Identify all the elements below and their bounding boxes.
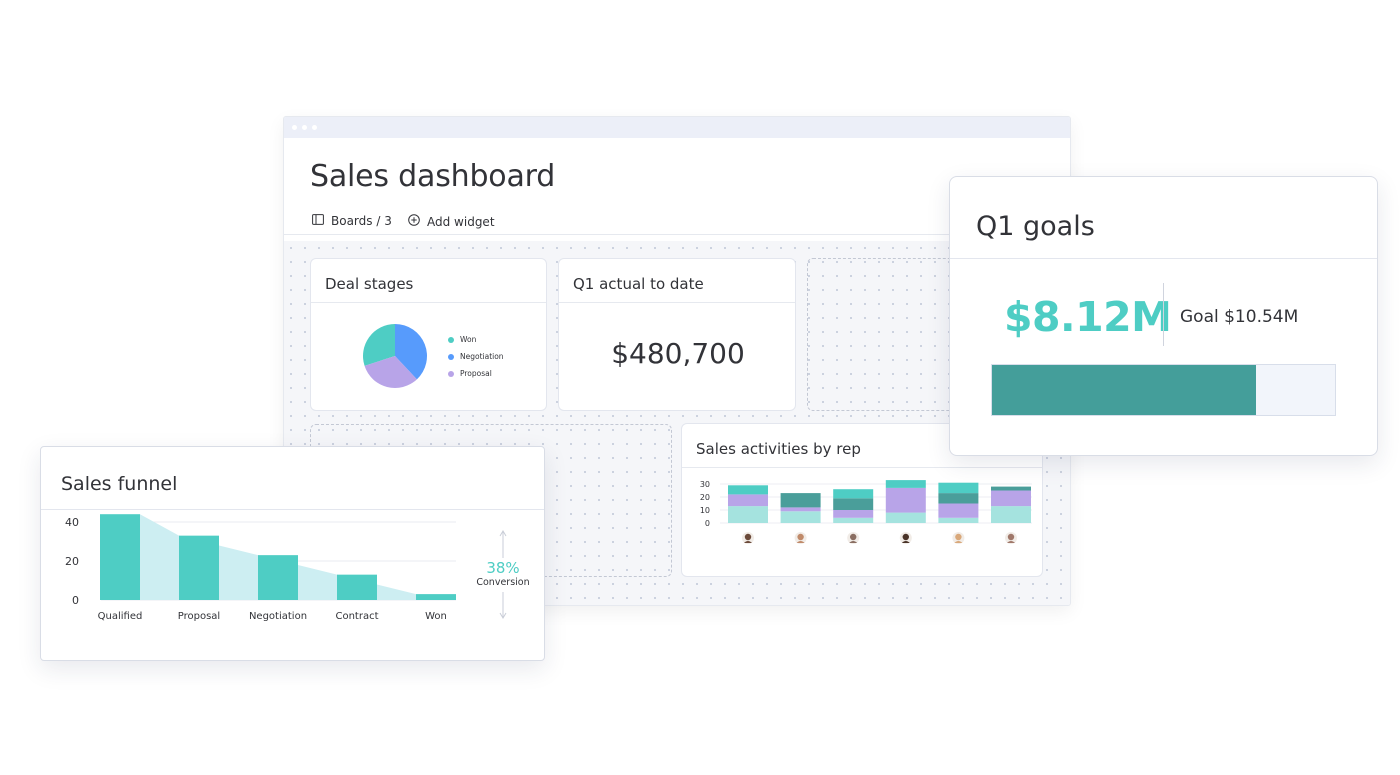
divider [1163, 283, 1164, 346]
divider [41, 509, 544, 510]
stacked-bar-segment [938, 517, 979, 523]
boards-button[interactable]: Boards / 3 [312, 214, 392, 228]
q1-goals-widget[interactable]: Q1 goals $8.12M Goal $10.54M [949, 176, 1378, 456]
rep-avatar [742, 532, 754, 544]
rep-avatar [1005, 532, 1017, 544]
y-tick-label: 40 [65, 516, 79, 529]
widget-title: Q1 goals [976, 211, 1095, 242]
add-widget-label: Add widget [427, 214, 495, 229]
widget-title: Deal stages [311, 259, 546, 303]
conversion-arrow [499, 530, 507, 619]
stacked-bar-segment [728, 506, 768, 523]
rep-avatar [847, 532, 860, 544]
stacked-bar-segment [991, 506, 1031, 523]
sales-activities-chart: 0 10 20 30 [700, 480, 1032, 544]
stacked-bar-segment [938, 503, 979, 518]
legend-label: Negotiation [460, 352, 504, 361]
stacked-bar-segment [991, 490, 1031, 507]
q1-actual-widget[interactable]: Q1 actual to date $480,700 [558, 258, 796, 411]
y-tick-label: 0 [705, 519, 710, 528]
rep-avatar [794, 532, 807, 544]
goal-progress-fill [992, 365, 1257, 415]
y-tick-label: 0 [72, 594, 79, 607]
x-tick-label: Negotiation [249, 611, 307, 622]
legend-swatch [448, 353, 454, 360]
widget-title: Q1 actual to date [559, 259, 795, 303]
pie-slice-proposal [364, 356, 417, 388]
stacked-bar-segment [885, 512, 926, 523]
deal-stages-pie [363, 324, 427, 388]
stacked-bar-segment [728, 485, 768, 495]
stacked-bar-segment [780, 511, 821, 523]
x-tick-label: Contract [335, 611, 378, 622]
legend-item-negotiation: Negotiation [448, 348, 504, 365]
funnel-bar [337, 574, 377, 600]
board-icon [312, 214, 324, 228]
window-dot [312, 125, 317, 130]
stacked-bar-segment [833, 517, 874, 523]
pie-slice-won [363, 324, 395, 366]
plus-circle-icon [408, 214, 420, 229]
conversion-value: 38% [486, 559, 520, 577]
stacked-bar-segment [728, 494, 768, 507]
conversion-label: Conversion [476, 577, 530, 588]
funnel-bar [416, 594, 456, 600]
stacked-bar-segment [991, 486, 1031, 491]
stacked-bar-segment [833, 510, 874, 518]
legend-label: Proposal [460, 369, 492, 378]
rep-avatar [899, 532, 912, 544]
goals-actual-value: $8.12M [1004, 293, 1172, 341]
deal-stages-widget[interactable]: Deal stages Won Negotiation Proposal [310, 258, 547, 411]
stacked-bar-segment [833, 498, 874, 510]
pie-legend: Won Negotiation Proposal [448, 331, 504, 382]
sales-funnel-chart: 0 20 40 Qualified Proposal Negotiation Contra… [65, 514, 507, 622]
pie-slice-negotiation [395, 324, 427, 380]
x-tick-label: Proposal [178, 611, 220, 622]
y-tick-label: 20 [65, 555, 79, 568]
stacked-bar-segment [938, 493, 979, 504]
widget-title: Sales funnel [61, 473, 178, 495]
sales-funnel-widget[interactable]: Sales funnel 0 20 40 Qualified Proposal Nego… [40, 446, 545, 661]
stacked-bar-segment [780, 493, 821, 508]
divider [284, 234, 1070, 235]
x-tick-label: Won [425, 611, 447, 622]
stacked-bar-segment [938, 482, 979, 494]
legend-item-won: Won [448, 331, 504, 348]
stacked-bar-segment [833, 489, 874, 499]
stacked-bar-segment [780, 507, 821, 512]
y-tick-label: 30 [700, 480, 710, 489]
window-dot [302, 125, 307, 130]
legend-swatch [448, 370, 454, 377]
goal-progress-track [991, 364, 1336, 416]
add-widget-button[interactable]: Add widget [408, 214, 495, 229]
y-tick-label: 10 [700, 506, 710, 515]
window-dot [292, 125, 297, 130]
funnel-bar [179, 535, 219, 600]
divider [950, 258, 1377, 259]
q1-actual-value: $480,700 [611, 337, 745, 370]
funnel-bar [100, 514, 140, 600]
goal-target-label: Goal $10.54M [1180, 307, 1299, 327]
x-tick-label: Qualified [98, 611, 143, 622]
widget-title: Sales activities by rep [682, 424, 1042, 468]
legend-item-proposal: Proposal [448, 365, 504, 382]
stacked-bar-segment [885, 480, 926, 488]
stacked-bar-segment [885, 487, 926, 513]
window-titlebar [284, 117, 1070, 138]
funnel-bar [258, 555, 298, 600]
legend-swatch [448, 336, 454, 343]
legend-label: Won [460, 335, 477, 344]
boards-label: Boards / 3 [331, 214, 392, 228]
y-tick-label: 20 [700, 493, 710, 502]
rep-avatar [952, 532, 965, 544]
page-title: Sales dashboard [310, 159, 556, 194]
